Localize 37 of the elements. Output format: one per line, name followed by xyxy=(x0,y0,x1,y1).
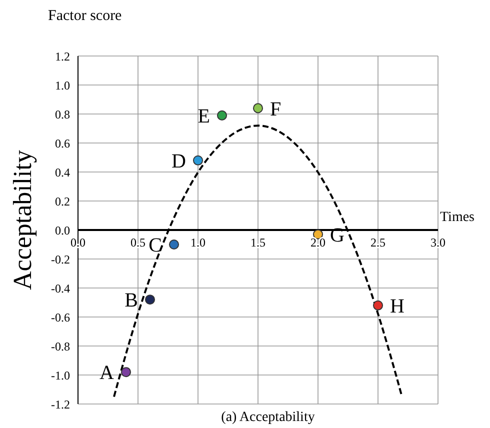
x-tick-label: 2.5 xyxy=(370,236,386,250)
y-tick-label: 0.2 xyxy=(55,194,70,208)
x-tick-label: 1.0 xyxy=(190,236,206,250)
annotation: F xyxy=(270,98,282,120)
x-tick-label: 1.5 xyxy=(250,236,266,250)
point xyxy=(372,300,384,310)
y-tick-label: -0.6 xyxy=(51,310,70,324)
y-tick-label: 1.2 xyxy=(55,49,70,64)
y-tick-label: -1.0 xyxy=(51,368,70,382)
annotation: H xyxy=(390,296,404,318)
y-tick-label: 0.6 xyxy=(55,136,70,150)
y-tick-label: 0.4 xyxy=(55,165,70,180)
point xyxy=(144,294,156,305)
text: (a) Acceptability xyxy=(220,410,316,426)
annotation: E xyxy=(198,106,210,128)
point xyxy=(252,103,264,114)
y-tick-label: 0.8 xyxy=(55,107,70,122)
y-axis-title: Acceptability xyxy=(8,150,38,290)
point xyxy=(120,367,132,378)
point xyxy=(312,229,324,240)
x-tick-label: 0.5 xyxy=(130,236,146,250)
x-tick-label: 3.0 xyxy=(430,236,446,250)
y-tick-label: -1.2 xyxy=(51,397,70,412)
annotation: D xyxy=(172,150,186,172)
x-tick-label: 2.0 xyxy=(310,236,326,250)
y-tick-label: -0.8 xyxy=(51,339,70,354)
point xyxy=(216,110,228,120)
text: Factor score xyxy=(47,8,123,26)
y-tick-label: -0.4 xyxy=(51,281,70,296)
y-tick-label: -0.2 xyxy=(51,252,70,266)
annotation: A xyxy=(100,362,115,384)
point xyxy=(192,155,204,166)
y-tick-label: 0.0 xyxy=(55,223,70,238)
x-axis-title: Times xyxy=(440,210,475,226)
point xyxy=(168,239,180,250)
y-tick-label: 1.0 xyxy=(55,78,70,92)
annotation: B xyxy=(124,290,138,312)
